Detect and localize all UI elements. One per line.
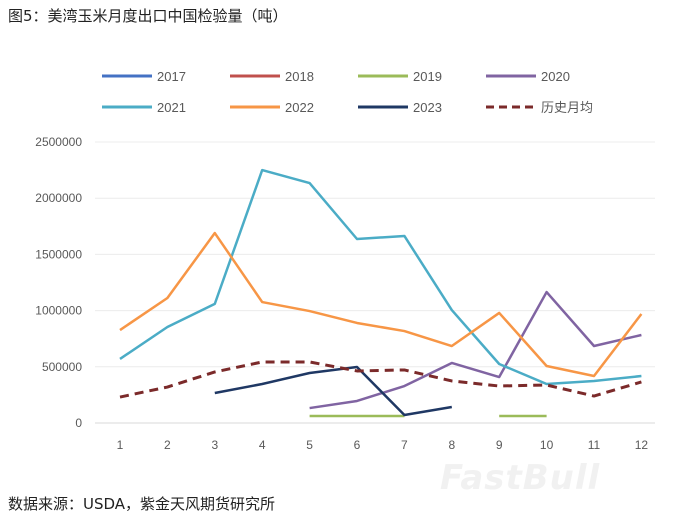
x-tick-label: 9 <box>496 438 503 452</box>
x-tick-label: 1 <box>117 438 124 452</box>
y-tick-label: 1000000 <box>35 304 82 318</box>
x-tick-label: 2 <box>164 438 171 452</box>
legend-label: 2021 <box>157 100 186 115</box>
x-tick-label: 11 <box>588 438 601 452</box>
source-note: 数据来源：USDA，紫金天风期货研究所 <box>8 495 276 513</box>
figure-title: 图5：美湾玉米月度出口中国检验量（吨） <box>8 7 288 25</box>
y-tick-label: 2000000 <box>35 191 82 205</box>
x-tick-label: 12 <box>635 438 649 452</box>
legend-label: 2017 <box>157 69 186 84</box>
series-line-2021 <box>119 168 642 386</box>
y-tick-label: 500000 <box>42 360 82 374</box>
watermark: FastBull <box>440 458 601 498</box>
y-tick-label: 0 <box>75 416 82 430</box>
y-tick-label: 2500000 <box>35 135 82 149</box>
legend-label: 2019 <box>413 69 442 84</box>
x-tick-label: 6 <box>354 438 361 452</box>
x-tick-label: 7 <box>401 438 408 452</box>
legend-label: 历史月均 <box>541 100 593 115</box>
legend-label: 2023 <box>413 100 442 115</box>
legend-label: 2020 <box>541 69 570 84</box>
series-line-历史月均 <box>119 360 642 399</box>
x-tick-label: 4 <box>259 438 266 452</box>
series-line-2023 <box>214 365 453 417</box>
x-tick-label: 5 <box>306 438 313 452</box>
legend-label: 2018 <box>285 69 314 84</box>
x-tick-label: 8 <box>448 438 455 452</box>
x-tick-label: 10 <box>540 438 554 452</box>
series-line-2020 <box>309 290 642 410</box>
legend-label: 2022 <box>285 100 314 115</box>
x-tick-label: 3 <box>211 438 218 452</box>
y-tick-label: 1500000 <box>35 247 82 261</box>
series-line-2022 <box>119 231 643 378</box>
